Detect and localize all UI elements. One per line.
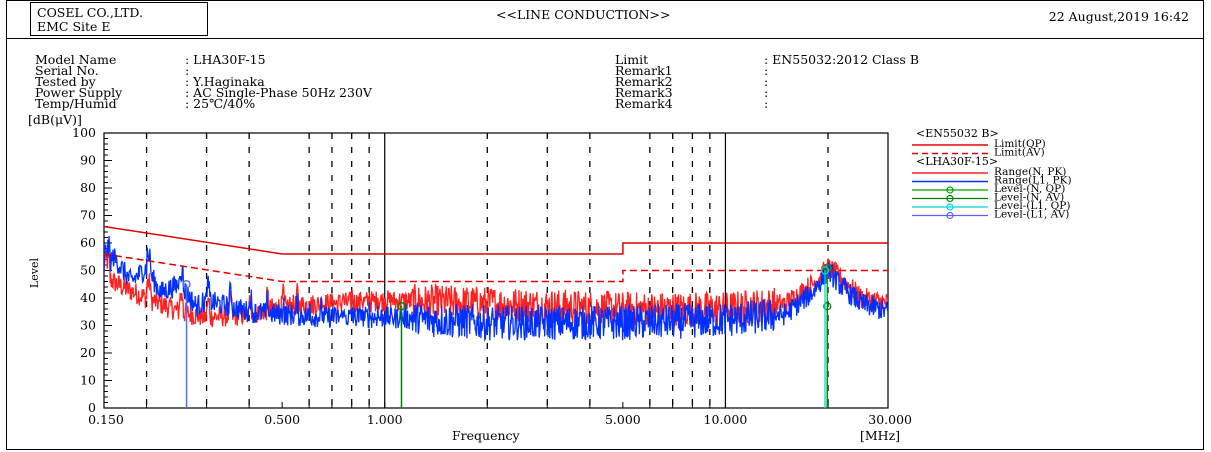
info-key: Remark2 (615, 74, 673, 89)
info-value: : LHA30F-15 (185, 52, 266, 67)
legend-group-title: <LHA30F-15> (916, 155, 998, 168)
info-value: : Y.Haginaka (185, 74, 265, 89)
y-tick-label: 100 (72, 125, 96, 140)
info-key: Tested by (35, 74, 96, 89)
y-tick-label: 30 (80, 318, 96, 333)
plot-area (103, 132, 889, 409)
site-name: EMC Site E (37, 19, 111, 34)
level-marker (820, 266, 830, 275)
info-key: Serial No. (35, 63, 99, 78)
report-frame (6, 0, 1204, 450)
info-value: : 25℃/40% (185, 96, 256, 111)
series-group (104, 225, 888, 408)
info-key: Power Supply (35, 85, 123, 100)
report-date: 22 August,2019 16:42 (1048, 9, 1189, 24)
info-key: Remark1 (615, 63, 673, 78)
legend-group-title: <EN55032 B> (916, 127, 999, 140)
level-marker (182, 280, 191, 289)
x-tick-label: 5.000 (605, 412, 641, 427)
company-name: COSEL CO.,LTD. (37, 5, 143, 20)
info-key: Remark3 (615, 85, 673, 100)
series-line-range-l1-pk- (104, 235, 888, 343)
header-divider (6, 38, 1204, 39)
x-tick-label: 0.150 (88, 412, 124, 427)
x-tick-label: 1.000 (367, 412, 403, 427)
y-tick-label: 20 (80, 345, 96, 360)
info-value: : (185, 63, 190, 78)
y-tick-label: 90 (80, 153, 96, 168)
level-marker (823, 302, 832, 311)
y-tick-label: 60 (80, 235, 96, 250)
y-tick-label: 70 (80, 208, 96, 223)
x-unit-label: [MHz] (860, 428, 901, 443)
info-key: Limit (615, 52, 649, 67)
y-tick-label: 0 (88, 400, 96, 415)
y-tick-label: 50 (80, 263, 96, 278)
x-tick-label: 0.500 (264, 412, 300, 427)
info-value: : AC Single-Phase 50Hz 230V (185, 85, 372, 100)
info-left-keys: Model Name Serial No. Tested by Power Su… (35, 52, 123, 111)
info-value: : (764, 63, 769, 78)
y-unit-label: [dB(μV)] (28, 112, 82, 127)
legend-label: Level-(N, QP) (994, 183, 1065, 195)
limit-line-limit-av- (104, 253, 888, 283)
report-title: <<LINE CONDUCTION>> (496, 7, 671, 22)
legend-label: Limit(QP) (994, 138, 1046, 150)
info-right-values: : EN55032:2012 Class B : : : : (764, 52, 920, 111)
limit-line-limit-qp- (104, 225, 888, 255)
company-box: COSEL CO.,LTD. EMC Site E (30, 2, 208, 36)
info-left-values: : LHA30F-15 : : Y.Haginaka : AC Single-P… (185, 52, 372, 111)
info-key: Model Name (35, 52, 117, 67)
legend-label: Level-(L1, AV) (994, 209, 1069, 221)
info-value: : (764, 85, 769, 100)
legend-marker (946, 194, 954, 203)
info-value: : (764, 96, 769, 111)
info-key: Remark4 (615, 96, 673, 111)
level-marker (397, 302, 406, 311)
y-tick-label: 10 (80, 373, 96, 388)
legend-marker (946, 211, 954, 220)
x-axis-label: Frequency (452, 428, 520, 443)
legend-label: Limit(AV) (994, 147, 1045, 159)
x-tick-label: 30.000 (868, 412, 912, 427)
info-key: Temp/Humid (35, 96, 117, 111)
legend-label: Range(N, PK) (994, 166, 1066, 178)
legend-marker (946, 203, 954, 211)
y-tick-label: 80 (80, 180, 96, 195)
info-right-keys: Limit Remark1 Remark2 Remark3 Remark4 (615, 52, 673, 111)
info-value: : EN55032:2012 Class B (764, 52, 920, 67)
y-tick-label: 40 (80, 290, 96, 305)
legend-label: Level-(N, AV) (994, 192, 1064, 204)
legend-label: Level-(L1, QP) (994, 200, 1070, 212)
info-value: : (764, 74, 769, 89)
legend-label: Range(L1, PK) (994, 175, 1072, 187)
legend-marker (946, 186, 954, 194)
x-tick-label: 10.000 (704, 412, 748, 427)
